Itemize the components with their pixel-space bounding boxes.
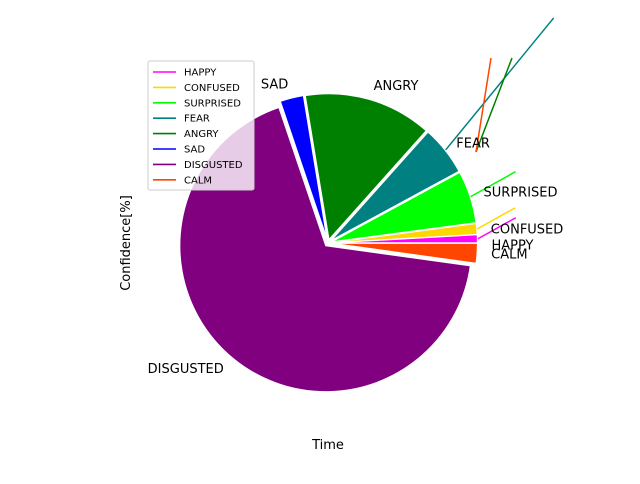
pie-slice-calm [331,242,479,265]
legend-label-disgusted: DISGUSTED [184,160,243,171]
leader-line-confused [476,207,516,230]
pie-slice-confused [331,222,478,244]
legend-label-fear: FEAR [184,114,210,125]
leader-line-fear [445,17,555,151]
y-axis-label: Confidence[%] [119,195,134,291]
leader-line-surprised [470,170,517,198]
slice-label-angry: ANGRY [374,79,419,94]
legend-label-surprised: SURPRISED [184,98,241,109]
slice-label-surprised: SURPRISED [484,185,558,200]
legend-label-happy: HAPPY [184,68,217,79]
pie-slice-fear [330,131,460,242]
slice-labels: HAPPYCONFUSEDSURPRISEDFEARANGRYSADDISGUS… [148,77,564,377]
leader-line-angry [475,57,513,153]
slice-label-calm: CALM [491,247,527,262]
legend: HAPPY CONFUSED SURPRISED FEAR ANGRY SAD DISGUS… [147,60,255,191]
legend-frame [147,60,255,191]
slice-label-disgusted: DISGUSTED [148,362,224,377]
legend-label-sad: SAD [184,145,205,156]
legend-items: HAPPY CONFUSED SURPRISED FEAR ANGRY SAD DISGUS… [153,68,243,186]
leader-lines [445,17,555,240]
pie-slice-angry [304,93,428,241]
slice-label-confused: CONFUSED [491,223,564,238]
slice-label-fear: FEAR [456,137,490,152]
x-axis-label: Time [311,438,344,453]
slice-label-happy: HAPPY [491,238,533,253]
legend-label-confused: CONFUSED [184,83,240,94]
pie-slice-surprised [331,171,477,243]
legend-label-angry: ANGRY [184,129,219,140]
leader-line-calm [475,57,492,153]
legend-label-calm: CALM [184,175,212,186]
pie-slice-sad [279,94,328,240]
leader-line-happy [477,217,517,240]
slice-label-sad: SAD [261,77,288,92]
